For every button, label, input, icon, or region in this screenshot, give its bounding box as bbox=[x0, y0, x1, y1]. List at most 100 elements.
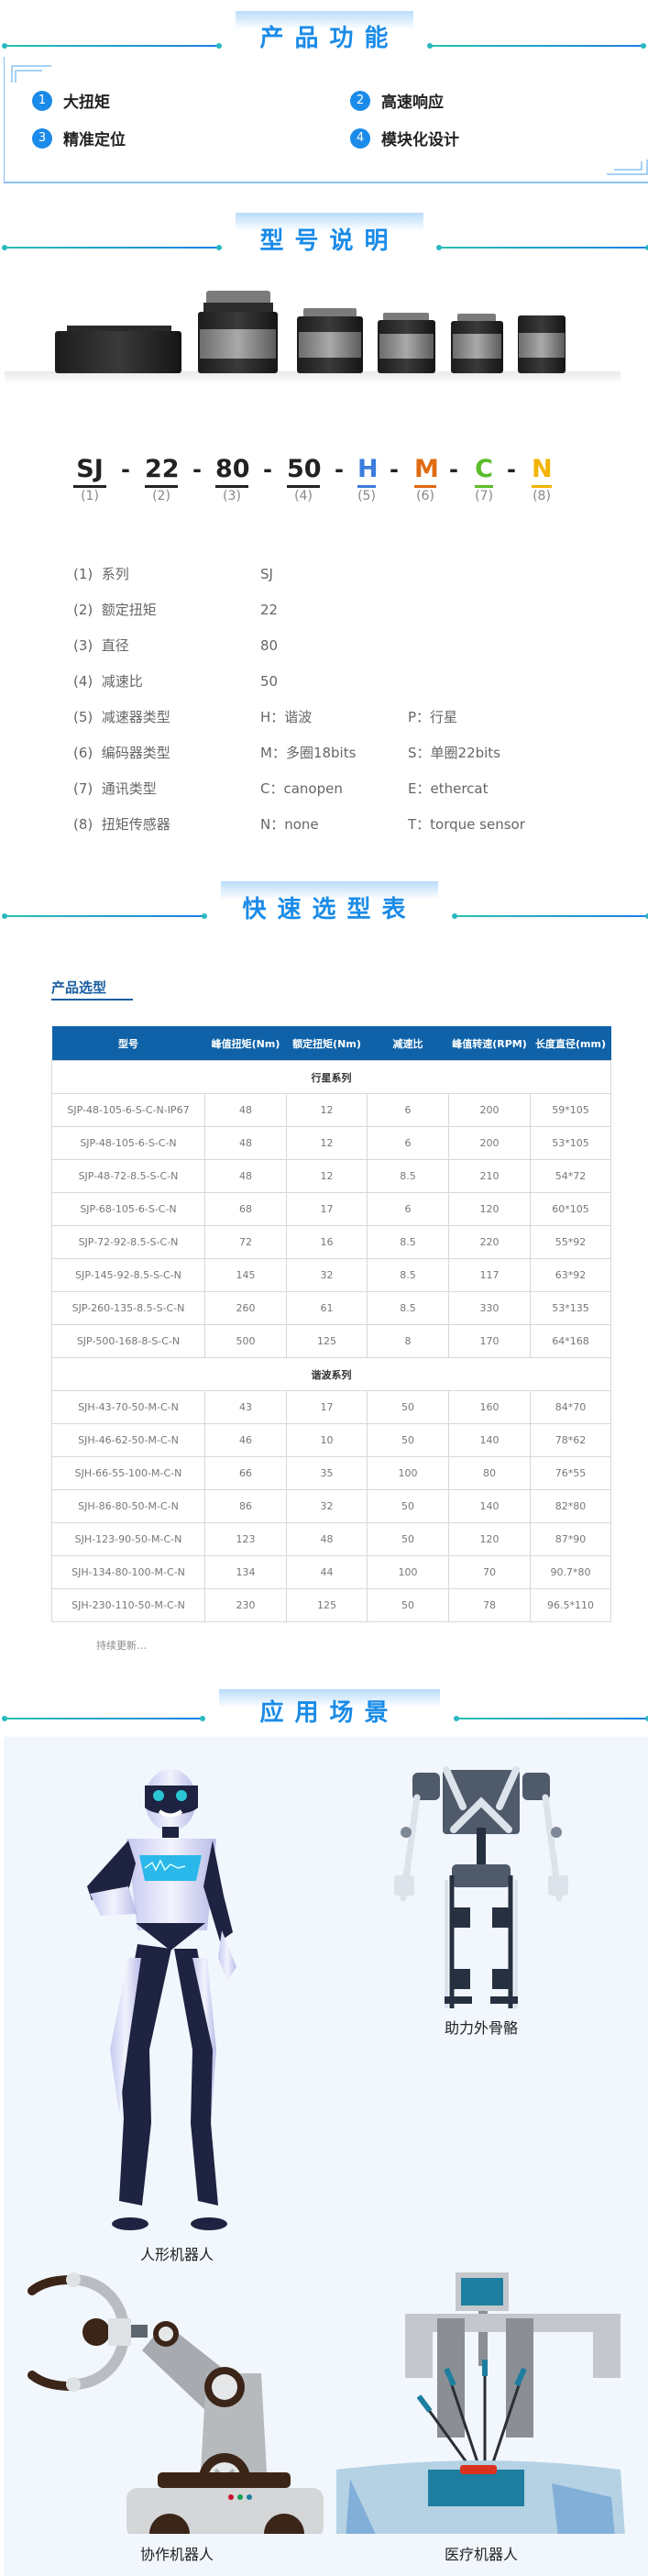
feature-number-badge: 1 bbox=[32, 90, 52, 111]
model-code-segment: C bbox=[475, 456, 493, 488]
table-cell: 60*105 bbox=[530, 1192, 611, 1226]
scene-label-surgical-robot: 医疗机器人 bbox=[444, 2546, 518, 2563]
table-row: SJH-86-80-50-M-C-N 86 32 50 140 82*80 bbox=[51, 1489, 611, 1523]
table-cell: 76*55 bbox=[530, 1456, 611, 1490]
table-cell: 68 bbox=[204, 1192, 287, 1226]
table-cell: 160 bbox=[448, 1390, 531, 1424]
table-cell: 120 bbox=[448, 1192, 531, 1226]
spec-option: S：单圈22bits bbox=[408, 745, 500, 761]
table-cell: 12 bbox=[286, 1159, 368, 1193]
model-code-label: (3) bbox=[223, 489, 241, 503]
table-cell: SJP-48-105-6-S-C-N bbox=[51, 1126, 205, 1160]
table-cell: 48 bbox=[204, 1159, 287, 1193]
table-cell: 145 bbox=[204, 1258, 287, 1292]
table-cell: 8.5 bbox=[367, 1159, 449, 1193]
table-cell: SJP-48-105-6-S-C-N-IP67 bbox=[51, 1093, 205, 1127]
selection-table: 型号 峰值扭矩(Nm) 额定扭矩(Nm) 减速比 峰值转速(RPM) 长度直径(mm) 行… bbox=[51, 1026, 611, 1622]
table-cell: 125 bbox=[286, 1588, 368, 1622]
title-divider-left bbox=[2, 1716, 205, 1721]
table-header-cell: 峰值转速(RPM) bbox=[448, 1026, 531, 1061]
model-code-label: (2) bbox=[152, 489, 170, 503]
spec-name: (7) 通讯类型 bbox=[73, 780, 157, 797]
table-header-cell: 长度直径(mm) bbox=[530, 1026, 611, 1061]
table-header-cell: 型号 bbox=[51, 1026, 205, 1061]
spec-name: (1) 系列 bbox=[73, 566, 129, 582]
table-cell: 50 bbox=[367, 1390, 449, 1424]
feature-label: 大扭矩 bbox=[63, 94, 110, 112]
table-row: SJH-134-80-100-M-C-N 134 44 100 70 90.7*80 bbox=[51, 1555, 611, 1589]
feature-label: 高速响应 bbox=[381, 94, 444, 112]
table-cell: 10 bbox=[286, 1423, 368, 1457]
model-code-separator: - bbox=[390, 457, 399, 482]
model-code-segment: 80 bbox=[215, 456, 250, 488]
table-cell: 140 bbox=[448, 1423, 531, 1457]
table-cell: 12 bbox=[286, 1093, 368, 1127]
table-cell: 17 bbox=[286, 1192, 368, 1226]
table-cell: 50 bbox=[367, 1588, 449, 1622]
table-cell: 55*92 bbox=[530, 1225, 611, 1259]
title-divider-right bbox=[436, 245, 648, 250]
table-row: SJP-68-105-6-S-C-N 68 17 6 120 60*105 bbox=[51, 1192, 611, 1226]
table-cell: 200 bbox=[448, 1093, 531, 1127]
table-cell: 78*62 bbox=[530, 1423, 611, 1457]
spec-value: 80 bbox=[260, 637, 279, 654]
table-cell: SJH-43-70-50-M-C-N bbox=[51, 1390, 205, 1424]
table-row: SJH-230-110-50-M-C-N 230 125 50 78 96.5*110 bbox=[51, 1588, 611, 1622]
table-cell: SJP-145-92-8.5-S-C-N bbox=[51, 1258, 205, 1292]
table-cell: 48 bbox=[204, 1126, 287, 1160]
table-cell: 230 bbox=[204, 1588, 287, 1622]
table-cell: 117 bbox=[448, 1258, 531, 1292]
table-cell: SJH-134-80-100-M-C-N bbox=[51, 1555, 205, 1589]
corner-decoration-icon bbox=[607, 160, 648, 175]
table-cell: 43 bbox=[204, 1390, 287, 1424]
table-cell: 260 bbox=[204, 1291, 287, 1325]
spec-value: M：多圈18bits bbox=[260, 745, 357, 761]
table-cell: 8.5 bbox=[367, 1225, 449, 1259]
table-cell: 16 bbox=[286, 1225, 368, 1259]
spec-name: (8) 扭矩传感器 bbox=[73, 816, 170, 833]
model-code-label: (6) bbox=[416, 489, 434, 503]
table-row: SJP-48-105-6-S-C-N-IP67 48 12 6 200 59*105 bbox=[51, 1093, 611, 1127]
spec-option: T：torque sensor bbox=[408, 816, 525, 833]
table-cell: 53*105 bbox=[530, 1126, 611, 1160]
table-cell: 12 bbox=[286, 1126, 368, 1160]
spec-value: SJ bbox=[260, 566, 273, 582]
table-cell: 72 bbox=[204, 1225, 287, 1259]
update-note: 持续更新… bbox=[96, 1640, 147, 1652]
model-code-label: (4) bbox=[294, 489, 313, 503]
table-header-cell: 减速比 bbox=[367, 1026, 449, 1061]
features-box bbox=[4, 57, 648, 183]
actuator-1 bbox=[55, 326, 181, 373]
scene-label-exoskeleton: 助力外骨骼 bbox=[444, 2019, 518, 2037]
table-cell: 100 bbox=[367, 1456, 449, 1490]
table-cell: 170 bbox=[448, 1324, 531, 1358]
table-cell: 100 bbox=[367, 1555, 449, 1589]
section-title-bar bbox=[236, 213, 423, 231]
spec-name: (5) 减速器类型 bbox=[73, 709, 170, 725]
actuator-6 bbox=[518, 315, 566, 373]
title-divider-left bbox=[2, 913, 207, 919]
table-cell: SJH-86-80-50-M-C-N bbox=[51, 1489, 205, 1523]
actuator-2 bbox=[198, 291, 278, 373]
table-cell: SJH-66-55-100-M-C-N bbox=[51, 1456, 205, 1490]
actuator-5 bbox=[451, 314, 503, 373]
section-title-bar bbox=[221, 881, 438, 900]
table-cell: 48 bbox=[204, 1093, 287, 1127]
title-divider-right bbox=[427, 43, 646, 49]
table-cell: 500 bbox=[204, 1324, 287, 1358]
model-code-separator: - bbox=[507, 457, 516, 482]
table-cell: 78 bbox=[448, 1588, 531, 1622]
model-code-label: (8) bbox=[533, 489, 551, 503]
table-header-cell: 峰值扭矩(Nm) bbox=[204, 1026, 287, 1061]
table-cell: 64*168 bbox=[530, 1324, 611, 1358]
title-divider-right bbox=[452, 913, 648, 919]
humanoid-robot-icon bbox=[87, 1769, 236, 2230]
table-group-row: 谐波系列 bbox=[51, 1357, 611, 1391]
table-cell: SJP-260-135-8.5-S-C-N bbox=[51, 1291, 205, 1325]
feature-item: 1 大扭矩 bbox=[32, 89, 110, 112]
table-cell: 6 bbox=[367, 1192, 449, 1226]
table-cell: 50 bbox=[367, 1522, 449, 1556]
model-code-label: (5) bbox=[357, 489, 376, 503]
spec-name: (4) 减速比 bbox=[73, 673, 143, 690]
table-row: SJP-500-168-8-S-C-N 500 125 8 170 64*168 bbox=[51, 1324, 611, 1358]
